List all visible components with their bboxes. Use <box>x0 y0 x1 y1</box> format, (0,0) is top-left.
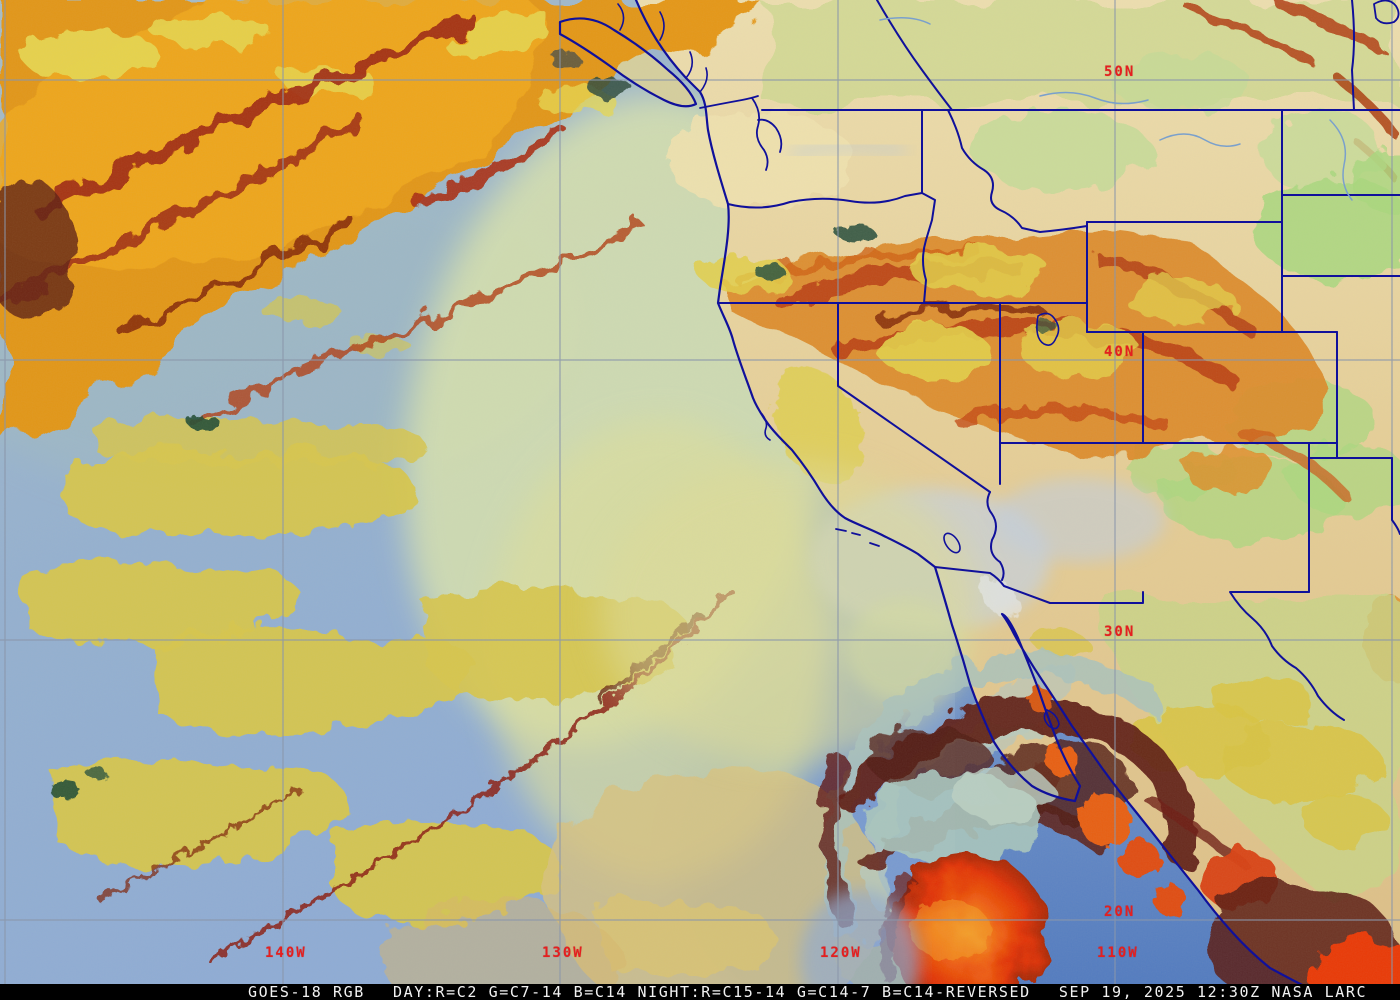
status-recipe-label: DAY:R=C2 G=C7-14 B=C14 NIGHT:R=C15-14 G=… <box>392 983 1031 1000</box>
status-bar: GOES-18 RGB DAY:R=C2 G=C7-14 B=C14 NIGHT… <box>0 983 1400 1000</box>
status-timestamp-label: SEP 19, 2025 12:30Z NASA LARC <box>1058 983 1368 1000</box>
rivers <box>879 17 1353 201</box>
lon-label-130w: 130W <box>542 945 584 961</box>
lat-label-30n: 30N <box>1104 624 1136 640</box>
lon-label-140w: 140W <box>265 945 307 961</box>
lon-label-110w: 110W <box>1097 945 1139 961</box>
lat-label-20n: 20N <box>1104 904 1136 920</box>
state-boundaries <box>717 0 1400 721</box>
lon-label-120w: 120W <box>820 945 862 961</box>
lat-label-50n: 50N <box>1104 64 1136 80</box>
status-product-label: GOES-18 RGB <box>248 983 365 1000</box>
lat-label-40n: 40N <box>1104 344 1136 360</box>
coastline-outline <box>558 0 1400 1000</box>
